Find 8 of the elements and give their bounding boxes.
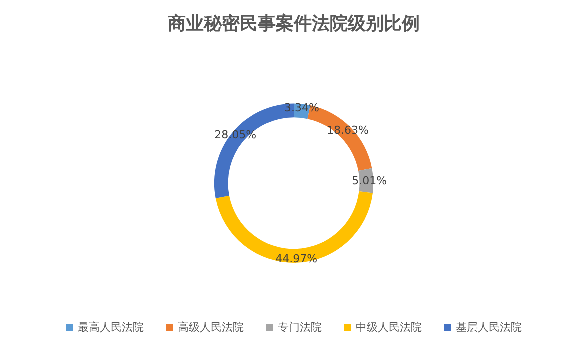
data-label: 44.97% [276,252,318,266]
data-label: 5.01% [352,174,388,188]
chart-title: 商业秘密民事案件法院级别比例 [167,14,420,34]
legend-label: 基层人民法院 [456,321,522,334]
legend-label: 中级人民法院 [356,321,422,334]
legend-label: 最高人民法院 [78,321,144,334]
legend-label: 专门法院 [278,321,322,334]
legend-label: 高级人民法院 [178,321,244,334]
